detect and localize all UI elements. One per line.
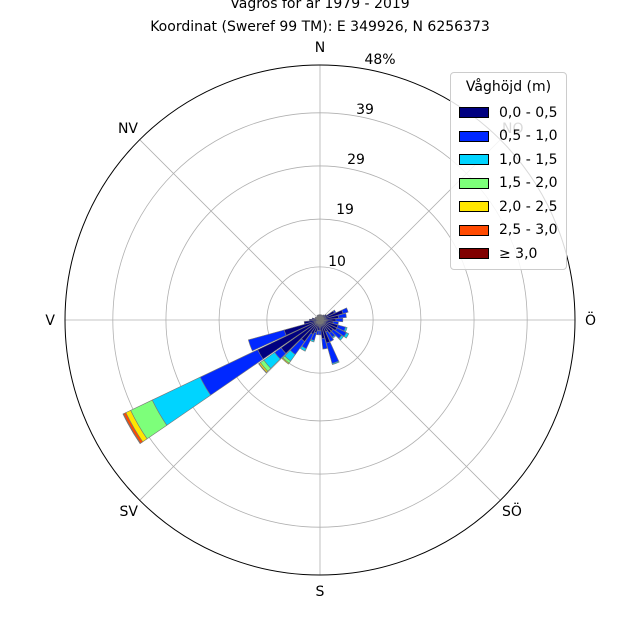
radial-gridline	[319, 319, 501, 501]
sector-bar-segment	[338, 335, 344, 341]
direction-label-w: V	[45, 313, 55, 329]
ring-label: 48%	[364, 52, 395, 68]
legend-label: 2,5 - 3,0	[499, 222, 558, 239]
legend-label: 0,5 - 1,0	[499, 128, 558, 145]
ring-label: 39	[356, 102, 374, 118]
legend-label: 1,0 - 1,5	[499, 151, 558, 168]
outer-frame	[64, 64, 576, 576]
direction-label-sw: SV	[120, 504, 139, 520]
legend-label: 2,0 - 2,5	[499, 198, 558, 215]
legend: Våghöjd (m) 0,0 - 0,5 0,5 - 1,0 1,0 - 1,…	[450, 72, 567, 270]
legend-swatch	[459, 154, 489, 166]
chart-title: Vågros för år 1979 - 2019	[230, 0, 410, 12]
legend-swatch	[459, 130, 489, 142]
sector-bar-segment	[337, 312, 347, 319]
ring-gridline	[112, 112, 528, 528]
sector-bar-segment	[332, 320, 339, 326]
chart-subtitle: Koordinat (Sweref 99 TM): E 349926, N 62…	[150, 19, 490, 35]
legend-entry: 2,5 - 3,0	[459, 219, 558, 243]
legend-label: 0,0 - 0,5	[499, 104, 558, 121]
legend-label: 1,5 - 2,0	[499, 175, 558, 192]
sector-bar-segment	[258, 363, 267, 374]
ring-label: 10	[328, 254, 346, 270]
legend-entry: 1,5 - 2,0	[459, 172, 558, 196]
legend-swatch	[459, 224, 489, 236]
legend-entry: ≥ 3,0	[459, 242, 558, 266]
legend-entry: 2,0 - 2,5	[459, 195, 558, 219]
sector-bar-segment	[343, 326, 348, 333]
sector-bar-segment	[332, 309, 337, 314]
ring-label: 19	[336, 202, 354, 218]
radial-gridline	[139, 139, 321, 321]
sector-bar-segment	[321, 337, 328, 350]
sector-bar-segment	[300, 345, 307, 352]
sector-bar-segment	[326, 341, 340, 364]
legend-label: ≥ 3,0	[499, 245, 538, 262]
sector-bar-segment	[247, 329, 287, 352]
ring-gridline	[218, 218, 422, 422]
direction-label-nw: NV	[118, 121, 138, 137]
sector-bar-segment	[335, 317, 344, 323]
legend-swatch	[459, 201, 489, 213]
sector-bar-segment	[281, 357, 290, 365]
legend-swatch	[459, 177, 489, 189]
sector-bar-segment	[199, 349, 264, 396]
legend-swatch	[459, 248, 489, 260]
bar-sectors	[122, 307, 350, 445]
sector-bar-segment	[303, 319, 321, 325]
sector-bar-segment	[331, 334, 337, 339]
direction-label-s: S	[316, 584, 325, 600]
legend-entry: 1,0 - 1,5	[459, 148, 558, 172]
sector-bar-segment	[331, 360, 340, 365]
sector-bar-segment	[343, 332, 350, 339]
legend-swatch	[459, 107, 489, 119]
sector-bar-segment	[310, 338, 315, 343]
legend-entry: 0,5 - 1,0	[459, 125, 558, 149]
ring-gridline	[266, 266, 374, 374]
legend-title: Våghöjd (m)	[465, 79, 552, 95]
sector-bar-segment	[309, 318, 321, 322]
sector-bar-segment	[325, 330, 334, 342]
ring-gridline	[165, 165, 475, 475]
direction-label-e: Ö	[585, 311, 596, 329]
direction-label-n: N	[315, 40, 325, 56]
sector-bar-segment	[122, 413, 141, 445]
radial-gridline	[139, 319, 321, 501]
legend-entry: 0,0 - 0,5	[459, 101, 558, 125]
direction-label-se: SÖ	[502, 502, 522, 520]
sector-bar-segment	[341, 307, 349, 314]
ring-label: 29	[347, 152, 365, 168]
